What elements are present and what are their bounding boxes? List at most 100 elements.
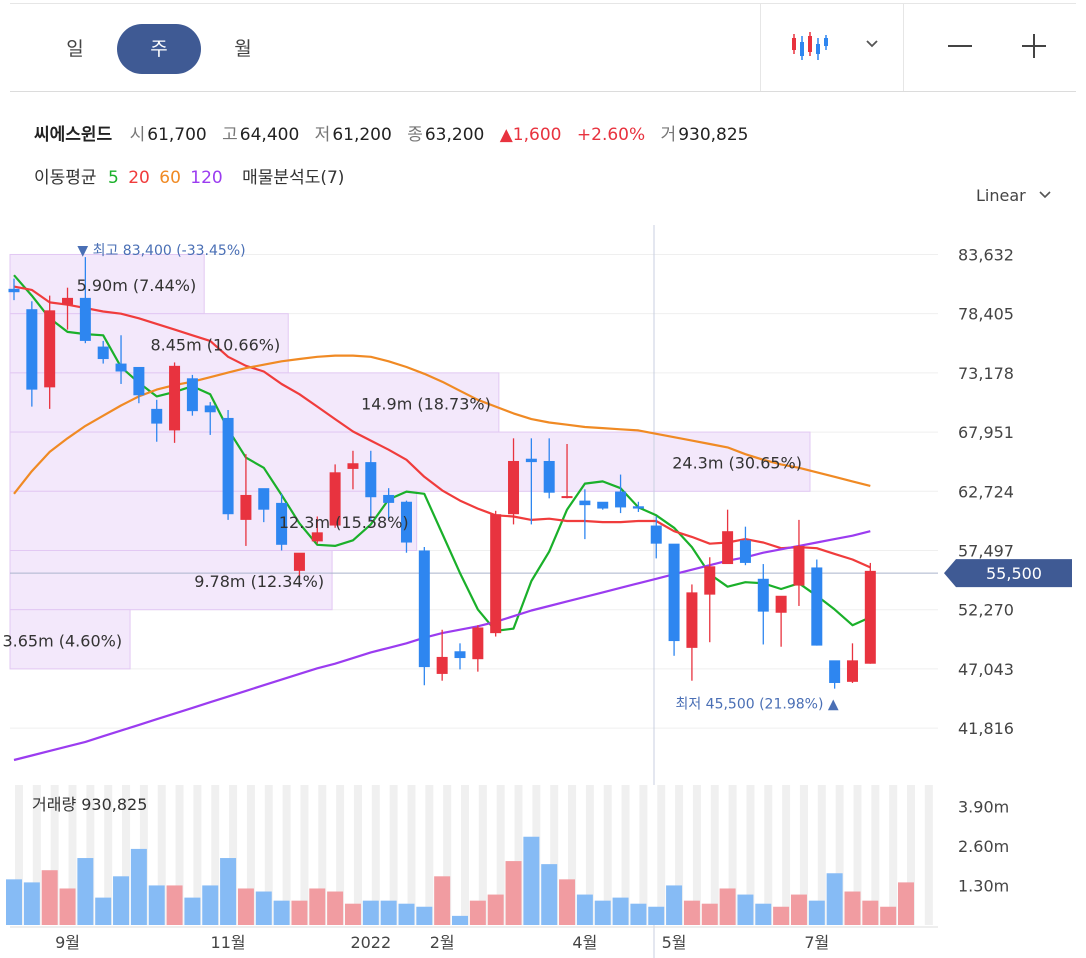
period-week-button[interactable]: 주 xyxy=(117,24,201,74)
x-tick-label: 5월 xyxy=(662,933,687,952)
volume-profile-bar xyxy=(9,253,205,315)
volume-bar xyxy=(220,858,237,925)
candle-body xyxy=(26,309,38,390)
period-day-button[interactable]: 일 xyxy=(66,38,84,60)
current-price-value: 55,500 xyxy=(986,564,1042,583)
y-tick-label: 67,951 xyxy=(958,423,1014,442)
candle-body xyxy=(472,627,484,660)
candle-body xyxy=(133,366,145,396)
scale-selector[interactable]: Linear xyxy=(976,186,1053,205)
volume-bar xyxy=(808,900,825,925)
y-tick-label: 47,043 xyxy=(958,660,1014,679)
candle-body xyxy=(8,288,20,293)
volume-bar xyxy=(844,891,861,925)
candle-body xyxy=(204,405,216,413)
open-label: 시 xyxy=(129,125,146,145)
scale-chevron-icon xyxy=(1039,191,1051,199)
volume-profile-bar xyxy=(9,609,131,670)
candle-body xyxy=(240,494,252,520)
volume-title: 거래량 930,825 xyxy=(32,795,147,814)
volume-bar xyxy=(826,873,843,925)
zoom-out-minus-icon[interactable] xyxy=(940,26,980,66)
ma60-legend[interactable]: 60 xyxy=(159,168,181,188)
toolbar-divider xyxy=(760,3,761,91)
candle-body xyxy=(383,494,395,503)
candle-body xyxy=(79,297,91,341)
moving-average-legend: 이동평균 5 20 60 120 매물분석도(7) xyxy=(34,163,350,188)
volume-bar xyxy=(862,900,879,925)
volume-tick-label: 1.30m xyxy=(958,876,1009,895)
volume-profile-layer xyxy=(9,253,811,670)
volume-profile-label: 3.65m (4.60%) xyxy=(2,631,122,650)
candle-body xyxy=(418,550,430,668)
volume-bar xyxy=(755,903,772,925)
ma5-legend[interactable]: 5 xyxy=(107,168,119,188)
candle-body xyxy=(400,501,412,543)
candle-body xyxy=(722,531,734,565)
x-tick-label: 2월 xyxy=(430,933,455,952)
volume-bar xyxy=(362,900,379,925)
volume-bar xyxy=(559,879,576,925)
volume-profile-label: 12.3m (15.58%) xyxy=(279,513,409,532)
candlestick-chart-type-icon[interactable] xyxy=(790,32,832,62)
candle-body xyxy=(668,543,680,642)
axis-layer: 83,632 78,405 73,178 67,951 62,724 57,497 52,2… xyxy=(944,245,1072,738)
candle-body xyxy=(811,567,823,646)
candle-body xyxy=(650,525,662,544)
volume-bar xyxy=(202,885,219,925)
volume-profile-label: 8.45m (10.66%) xyxy=(150,335,280,354)
candle-body xyxy=(97,346,109,360)
y-tick-label: 62,724 xyxy=(958,482,1014,501)
volume-bar xyxy=(469,900,486,925)
volume-bar xyxy=(344,903,361,925)
candle-body xyxy=(311,532,323,542)
candle-body xyxy=(347,463,359,469)
y-tick-label: 73,178 xyxy=(958,364,1014,383)
candle-body xyxy=(615,491,627,508)
volume-tick-label: 2.60m xyxy=(958,837,1009,856)
candle-body xyxy=(686,592,698,648)
volume-bar xyxy=(594,900,611,925)
y-tick-label: 57,497 xyxy=(958,541,1014,560)
volume-bar xyxy=(505,861,522,925)
candle-body xyxy=(169,365,181,431)
candle-body xyxy=(115,363,127,372)
volume-bar xyxy=(41,870,58,925)
volume-bar xyxy=(6,879,22,925)
volume-bar xyxy=(880,906,897,925)
volume-bar xyxy=(95,897,112,925)
period-month-button[interactable]: 월 xyxy=(234,38,252,60)
volume-profile-label: 14.9m (18.73%) xyxy=(361,394,491,413)
volume-bar xyxy=(59,888,76,925)
candle-body xyxy=(186,378,198,412)
volume-bar xyxy=(77,858,94,925)
candle-body xyxy=(632,506,644,509)
ma60-line xyxy=(13,354,871,495)
volume-label: 거 xyxy=(660,125,677,145)
candle-body xyxy=(846,660,858,682)
close-label: 종 xyxy=(407,125,423,145)
candle-layer xyxy=(8,257,876,689)
change-percent: +2.60% xyxy=(576,125,646,145)
candle-body xyxy=(151,408,163,424)
volume-bar xyxy=(612,897,629,925)
candle-body xyxy=(490,514,502,634)
period-toolbar: 일 주 월 xyxy=(0,0,1086,92)
stock-name: 씨에스윈드 xyxy=(34,125,113,145)
current-price-tag xyxy=(944,559,1072,588)
volume-profile-legend[interactable]: 매물분석도(7) xyxy=(242,168,345,188)
chart-type-dropdown-chevron-icon[interactable] xyxy=(862,34,882,54)
candle-body xyxy=(258,488,270,510)
volume-bar xyxy=(790,894,807,925)
high-value: 64,400 xyxy=(239,125,300,145)
candle-body xyxy=(62,297,74,305)
volume-bar xyxy=(576,894,593,925)
volume-bar xyxy=(898,882,914,925)
ma120-legend[interactable]: 120 xyxy=(190,168,223,188)
candle-body xyxy=(829,660,841,683)
zoom-in-plus-icon[interactable] xyxy=(1014,26,1054,66)
x-tick-label: 11월 xyxy=(211,933,246,952)
volume-bar xyxy=(327,891,344,925)
ma20-legend[interactable]: 20 xyxy=(128,168,150,188)
